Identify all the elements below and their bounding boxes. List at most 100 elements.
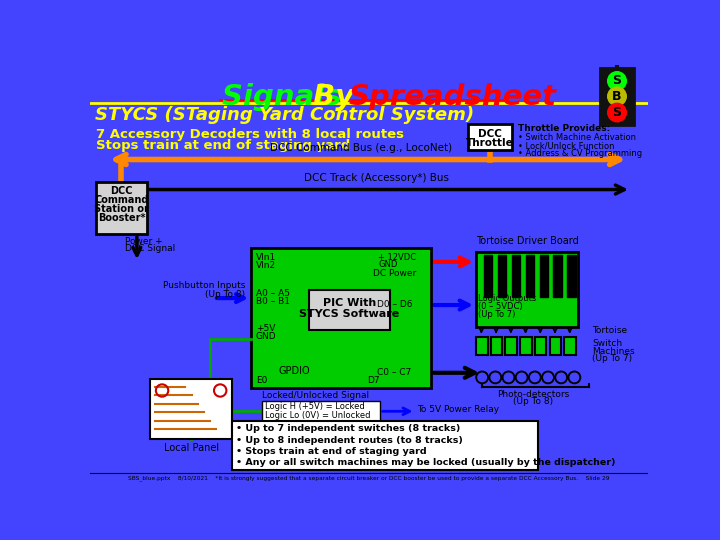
Text: GPDIO: GPDIO <box>278 366 310 376</box>
Text: (0 – 5VDC): (0 – 5VDC) <box>477 302 522 311</box>
Circle shape <box>518 373 526 382</box>
Bar <box>526 255 534 298</box>
Text: + 12VDC: + 12VDC <box>378 253 416 262</box>
Text: • Lock/Unlock Function: • Lock/Unlock Function <box>518 141 614 150</box>
Bar <box>96 182 147 234</box>
Text: DC Power: DC Power <box>373 269 416 278</box>
Circle shape <box>504 373 513 382</box>
Text: • Address & CV Programming: • Address & CV Programming <box>518 148 642 158</box>
Text: (Up To 8): (Up To 8) <box>205 289 245 299</box>
Text: Logic Outputs: Logic Outputs <box>477 294 536 303</box>
Text: • Up to 7 independent switches (8 tracks): • Up to 7 independent switches (8 tracks… <box>235 424 460 434</box>
Circle shape <box>491 373 500 382</box>
Text: VIn2: VIn2 <box>256 261 276 270</box>
Bar <box>150 379 232 439</box>
Text: Command: Command <box>94 195 148 205</box>
Text: • Up to 8 independent routes (to 8 tracks): • Up to 8 independent routes (to 8 track… <box>235 436 462 444</box>
Circle shape <box>608 103 626 122</box>
Text: PIC With: PIC With <box>323 298 376 308</box>
Text: D7: D7 <box>367 376 380 385</box>
Bar <box>498 255 506 298</box>
Text: Tortoise: Tortoise <box>593 326 627 335</box>
Text: Pushbutton Inputs: Pushbutton Inputs <box>163 281 245 290</box>
Text: (Up To 7): (Up To 7) <box>477 309 515 319</box>
Text: SBS_blue.pptx    8/10/2021    *It is strongly suggested that a separate circuit : SBS_blue.pptx 8/10/2021 *It is strongly … <box>128 475 610 481</box>
Bar <box>512 255 520 298</box>
Text: • Any or all switch machines may be locked (usually by the dispatcher): • Any or all switch machines may be lock… <box>235 458 615 467</box>
Circle shape <box>476 372 488 383</box>
Circle shape <box>570 373 579 382</box>
Text: Logic H (+5V) = Locked: Logic H (+5V) = Locked <box>265 402 365 411</box>
Text: Signals: Signals <box>222 83 351 111</box>
Bar <box>600 68 634 125</box>
Bar <box>232 421 538 470</box>
Text: C0 – C7: C0 – C7 <box>377 368 411 377</box>
Text: Power +: Power + <box>125 237 163 246</box>
Text: 7 Accessory Decoders with 8 local routes: 7 Accessory Decoders with 8 local routes <box>96 128 404 141</box>
Text: Throttle: Throttle <box>466 138 514 148</box>
Text: DCC Signal: DCC Signal <box>125 244 176 253</box>
Text: Booster*: Booster* <box>98 213 145 224</box>
Text: E0: E0 <box>256 376 267 385</box>
Text: DCC Track (Accessory*) Bus: DCC Track (Accessory*) Bus <box>305 173 449 184</box>
Bar <box>549 336 561 355</box>
Circle shape <box>557 373 565 382</box>
Text: DCC: DCC <box>478 130 502 139</box>
Text: Stops train at end of staging yard: Stops train at end of staging yard <box>96 139 351 152</box>
Bar <box>490 336 503 355</box>
Text: Photo-detectors: Photo-detectors <box>498 390 570 399</box>
Text: S: S <box>613 75 621 87</box>
Bar <box>468 124 512 150</box>
Bar <box>505 336 517 355</box>
Circle shape <box>555 372 567 383</box>
Text: Throttle Provides:: Throttle Provides: <box>518 124 610 133</box>
Text: S: S <box>613 106 621 119</box>
Circle shape <box>503 372 515 383</box>
Text: Switch: Switch <box>593 339 622 348</box>
Text: STYCS (STaging Yard Control System): STYCS (STaging Yard Control System) <box>94 106 474 124</box>
Text: DCC Command Bus (e.g., LocoNet): DCC Command Bus (e.g., LocoNet) <box>270 143 452 153</box>
Text: GND: GND <box>256 332 276 341</box>
Text: STYCS Software: STYCS Software <box>299 309 400 319</box>
Text: Logic Lo (0V) = Unlocked: Logic Lo (0V) = Unlocked <box>265 411 371 420</box>
Text: By: By <box>313 83 364 111</box>
Text: (Up To 8): (Up To 8) <box>513 397 554 407</box>
Bar <box>476 252 578 327</box>
Bar <box>567 255 576 298</box>
Text: • Switch Machine Activation: • Switch Machine Activation <box>518 133 636 143</box>
Circle shape <box>544 373 552 382</box>
Text: +5V: +5V <box>256 323 275 333</box>
Text: Machines: Machines <box>593 347 635 356</box>
Bar <box>309 291 390 330</box>
Bar <box>564 336 576 355</box>
Bar <box>554 255 562 298</box>
Circle shape <box>489 372 502 383</box>
Text: Tortoise Driver Board: Tortoise Driver Board <box>476 236 578 246</box>
Bar <box>539 255 548 298</box>
Circle shape <box>516 372 528 383</box>
Circle shape <box>478 373 487 382</box>
Circle shape <box>528 372 541 383</box>
Text: A0 – A5: A0 – A5 <box>256 289 290 298</box>
Bar <box>476 336 487 355</box>
Text: VIn1: VIn1 <box>256 253 276 262</box>
Text: (Up To 7): (Up To 7) <box>593 354 632 363</box>
Text: B: B <box>612 90 622 103</box>
Text: D0 – D6: D0 – D6 <box>377 300 413 309</box>
Circle shape <box>542 372 554 383</box>
Bar <box>520 336 532 355</box>
Text: GND: GND <box>378 260 397 269</box>
Circle shape <box>568 372 580 383</box>
Text: Station or: Station or <box>94 204 149 214</box>
Bar <box>535 336 546 355</box>
Circle shape <box>608 87 626 106</box>
Bar <box>251 248 431 388</box>
Text: • Stops train at end of staging yard: • Stops train at end of staging yard <box>235 447 426 456</box>
Text: DCC: DCC <box>110 186 132 195</box>
Circle shape <box>531 373 539 382</box>
Circle shape <box>608 72 626 90</box>
Text: To 5V Power Relay: To 5V Power Relay <box>417 405 499 414</box>
Bar <box>484 255 492 298</box>
Text: Locked/Unlocked Signal: Locked/Unlocked Signal <box>262 392 369 400</box>
Bar <box>262 401 380 423</box>
